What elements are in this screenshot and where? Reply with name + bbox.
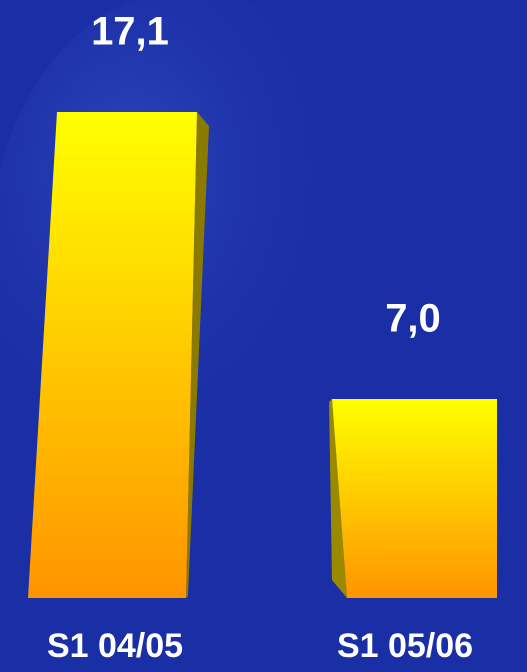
value-label: 17,1: [91, 10, 169, 54]
bar: [28, 112, 197, 598]
page: {"chart_data": {"type": "bar", "categori…: [0, 0, 527, 672]
x-tick-label: S1 05/06: [337, 627, 473, 665]
chart: 17,1 S1 04/05 7,0 S1 05/06: [0, 0, 527, 672]
value-label: 7,0: [385, 297, 441, 341]
bar: [332, 399, 497, 598]
x-tick-label: S1 04/05: [47, 627, 183, 665]
